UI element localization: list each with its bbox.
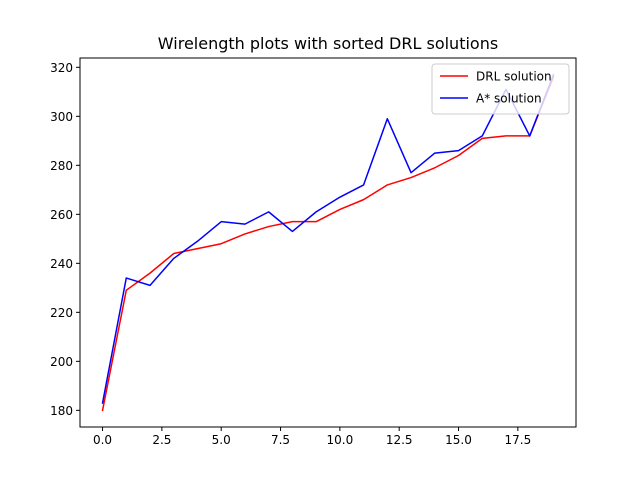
x-axis: 0.0 2.5 5.0 7.5 10.0 12.5 15.0 17.5 [93, 427, 531, 447]
x-tick-label: 0.0 [93, 433, 112, 447]
legend-label-0: DRL solution [476, 70, 552, 84]
x-tick-label: 12.5 [386, 433, 413, 447]
series-line-1 [101, 73, 555, 404]
legend-label-1: A* solution [476, 92, 542, 106]
x-tick-label: 5.0 [212, 433, 231, 447]
x-tick-label: 7.5 [271, 433, 290, 447]
plot-frame [79, 57, 577, 428]
plot-series [101, 73, 555, 412]
y-axis: 180 200 220 240 260 280 300 320 [50, 61, 80, 418]
y-tick-label: 240 [50, 257, 73, 271]
x-tick-label: 17.5 [504, 433, 531, 447]
series-line-0 [101, 76, 555, 412]
y-tick-label: 200 [50, 355, 73, 369]
x-tick-label: 15.0 [445, 433, 472, 447]
y-tick-label: 260 [50, 208, 73, 222]
legend: DRL solution A* solution [431, 63, 570, 115]
y-tick-label: 300 [50, 110, 73, 124]
y-tick-label: 320 [50, 61, 73, 75]
x-tick-label: 10.0 [327, 433, 354, 447]
chart-title: Wirelength plots with sorted DRL solutio… [158, 34, 498, 53]
y-tick-label: 280 [50, 159, 73, 173]
y-tick-label: 180 [50, 404, 73, 418]
x-tick-label: 2.5 [152, 433, 171, 447]
y-tick-label: 220 [50, 306, 73, 320]
